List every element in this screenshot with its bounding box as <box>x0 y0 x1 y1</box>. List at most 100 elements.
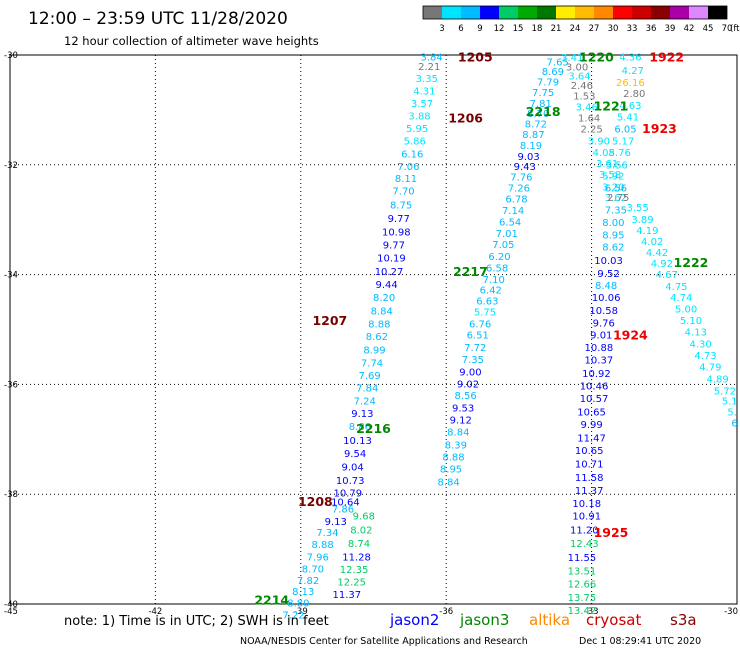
swh-value-label: 3.35 <box>416 74 438 85</box>
swh-value-label: 9.00 <box>459 367 481 378</box>
swh-value-label: 3.84 <box>421 53 443 64</box>
timestamp-text: Dec 1 08:29:41 UTC 2020 <box>579 636 701 647</box>
swh-value-label: 3.61 <box>596 159 618 170</box>
colorbar-label: 21 <box>551 24 562 34</box>
swh-value-label: 9.77 <box>388 214 410 225</box>
swh-value-label: 7.86 <box>332 505 354 516</box>
swh-value-label: 7.65 <box>547 58 569 69</box>
swh-value-label: 10.65 <box>577 407 606 418</box>
swh-value-label: 6.76 <box>469 320 491 331</box>
pass-labels: 1205 1206 1207 1208 2214 2216 2217 2218 1220 1221… <box>254 50 708 608</box>
satellite-legend-jason2: jason2 <box>389 611 439 629</box>
x-tick-label: -30 <box>724 607 738 617</box>
swh-value-label: 4.42 <box>646 248 668 259</box>
swh-value-label: 7.35 <box>605 205 627 216</box>
swh-value-label: 8.62 <box>366 332 388 343</box>
swh-value-label: 12.43 <box>570 539 599 550</box>
swh-value-label: 4.30 <box>690 339 712 350</box>
swh-value-label: 12.25 <box>337 578 366 589</box>
chart-subtitle: 12 hour collection of altimeter wave hei… <box>64 34 319 48</box>
swh-value-label: 10.64 <box>331 497 360 508</box>
swh-value-label: 10.98 <box>382 227 411 238</box>
swh-value-label: 9.43 <box>514 162 536 173</box>
swh-value-label: 9.04 <box>342 462 364 473</box>
swh-value-label: 10.13 <box>343 436 372 447</box>
swh-value-label: 7.96 <box>307 552 329 563</box>
swh-value-label: 5.17 <box>612 137 634 148</box>
swh-value-label: 2.80 <box>623 89 645 100</box>
swh-value-label: 8.88 <box>311 540 333 551</box>
swh-value-label: 7.69 <box>358 371 380 382</box>
colorbar-label: 18 <box>532 24 543 34</box>
colorbar-label: 3 <box>439 24 444 34</box>
pass-number-label: 2218 <box>526 104 561 119</box>
swh-value-label: 9.76 <box>593 318 615 329</box>
swh-value-label: 11.37 <box>333 590 362 601</box>
colorbar-swatch <box>442 6 461 19</box>
swh-value-label: 10.57 <box>580 394 609 405</box>
swh-value-label: 3.20 <box>602 182 624 193</box>
pass-number-label: 1923 <box>642 121 677 136</box>
swh-value-label: 7.35 <box>462 355 484 366</box>
chart-title: 12:00 – 23:59 UTC 11/28/2020 <box>28 9 288 29</box>
swh-value-label: 8.86 <box>349 422 371 433</box>
swh-value-label: 7.06 <box>397 162 419 173</box>
swh-value-label: 5.00 <box>675 305 697 316</box>
plot-area <box>9 54 738 605</box>
swh-value-label: 10.03 <box>594 256 623 267</box>
swh-value-label: 10.19 <box>377 254 406 265</box>
swh-value-label: 6.78 <box>505 194 527 205</box>
swh-value-label: 10.37 <box>585 356 614 367</box>
swh-value-label: 10.91 <box>572 512 601 523</box>
colorbar-swatch <box>518 6 537 19</box>
swh-value-label: 9.13 <box>351 409 373 420</box>
swh-value-label: 4.19 <box>636 226 658 237</box>
swh-value-label: 8.20 <box>373 293 395 304</box>
swh-value-label: 3.56 <box>606 160 628 171</box>
pass-number-label: 1208 <box>298 494 333 509</box>
swh-value-label: 10.65 <box>575 446 604 457</box>
swh-value-label: 9.99 <box>580 420 602 431</box>
colorbar-label: 42 <box>684 24 695 34</box>
swh-value-label: 2.21 <box>418 62 440 73</box>
swh-value-label: 8.99 <box>363 345 385 356</box>
pass-number-label: 2216 <box>356 421 391 436</box>
swh-value-label: 9.52 <box>597 269 619 280</box>
swh-value-label: 8.48 <box>595 281 617 292</box>
colorbar-label: 33 <box>627 24 638 34</box>
swh-value-label: 9.53 <box>452 404 474 415</box>
swh-value-label: 8.88 <box>442 452 464 463</box>
satellite-legend: jason2 jason3 altika cryosat s3a <box>389 611 697 629</box>
plot-border <box>9 54 738 605</box>
credit-text: NOAA/NESDIS Center for Satellite Applica… <box>240 636 528 647</box>
swh-value-label: 8.69 <box>542 67 564 78</box>
swh-value-label: 4.08 <box>593 148 615 159</box>
satellite-legend-altika: altika <box>529 611 570 629</box>
swh-value-label: 11.55 <box>568 553 597 564</box>
swh-value-label: 3.57 <box>411 99 433 110</box>
swh-value-label: 5.95 <box>406 124 428 135</box>
pass-number-label: 1221 <box>594 99 629 114</box>
swh-value-label: 7.79 <box>537 77 559 88</box>
swh-value-label: 8.95 <box>602 231 624 242</box>
swh-value-label: 12.66 <box>568 580 597 591</box>
swh-value-label: 6.56 <box>605 183 627 194</box>
colorbar-unit: (ft) <box>730 24 740 34</box>
wave-height-values: 3.842.213.35 4.313.573.88 5.95 5.866.16 7.06… <box>282 53 737 622</box>
x-tick-label: -33 <box>585 607 599 617</box>
colorbar-label: 9 <box>477 24 482 34</box>
swh-value-label: 8.72 <box>525 120 547 131</box>
swh-value-label: 6.54 <box>499 217 521 228</box>
swh-value-label: 11.28 <box>342 552 371 563</box>
colorbar-swatch <box>556 6 575 19</box>
swh-value-label: 10.92 <box>582 369 611 380</box>
swh-value-label: 5.86 <box>404 137 426 148</box>
pass-number-label: 1206 <box>448 111 483 126</box>
swh-value-label: 10.79 <box>333 489 362 500</box>
swh-value-label: 8.75 <box>390 200 412 211</box>
swh-value-label: 3.46 <box>576 103 598 114</box>
swh-value-label: 3.64 <box>568 71 590 82</box>
colorbar-swatch <box>575 6 594 19</box>
swh-value-label: 6.05 <box>614 125 636 136</box>
swh-value-label: 4.31 <box>413 87 435 98</box>
